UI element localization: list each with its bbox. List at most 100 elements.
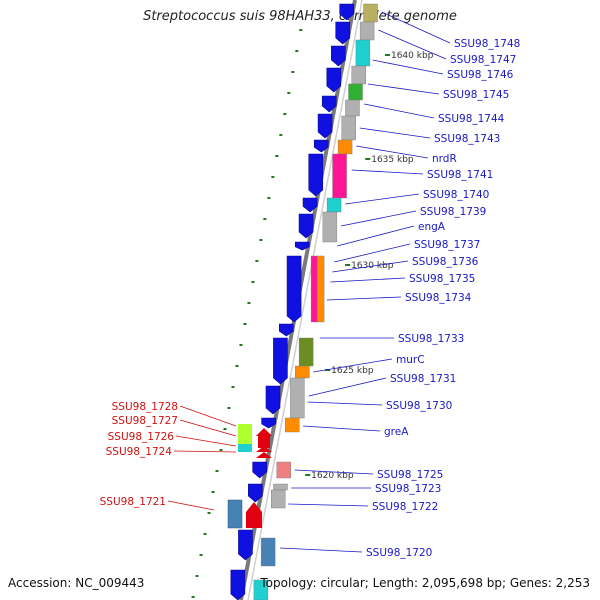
gene-label-forward: SSU98_1731	[390, 373, 456, 385]
forward-gene-arrow	[238, 529, 253, 561]
forward-gene-arrow	[298, 213, 314, 239]
cog-color-block	[290, 377, 305, 419]
forward-gene-arrow	[308, 153, 324, 197]
gene-label-forward: nrdR	[432, 153, 457, 165]
leader-line	[364, 103, 435, 119]
gene-label-forward: murC	[396, 354, 425, 366]
leader-line	[381, 11, 451, 44]
gene-label-forward: engA	[418, 221, 446, 233]
forward-gene-arrow	[261, 417, 276, 429]
leader-line	[303, 425, 381, 432]
cog-color-block	[260, 537, 276, 567]
leader-line	[340, 210, 417, 227]
leader-line	[313, 358, 393, 373]
forward-gene-arrow	[313, 139, 329, 153]
cog-color-block	[238, 424, 252, 444]
gene-label-reverse: SSU98_1726	[108, 431, 175, 443]
gene-label-forward: SSU98_1745	[443, 89, 509, 101]
forward-gene-arrow	[326, 67, 342, 93]
leader-line	[173, 450, 237, 453]
gene-label-forward: SSU98_1725	[377, 469, 443, 481]
gene-label-reverse: SSU98_1724	[106, 446, 173, 458]
forward-gene-arrow	[252, 461, 268, 479]
cog-color-block	[322, 211, 338, 243]
cog-color-block	[355, 39, 371, 67]
gene-label-forward: SSU98_1723	[375, 483, 441, 495]
reverse-gene-arrow	[246, 502, 262, 528]
cog-color-block	[270, 489, 286, 509]
cog-color-block	[298, 337, 314, 367]
kbp-label: 1625 kbp	[331, 366, 374, 376]
cog-color-block	[341, 115, 356, 141]
gene-label-forward: SSU98_1747	[450, 54, 516, 66]
gene-label-forward: SSU98_1734	[405, 292, 472, 304]
cog-color-block	[285, 417, 300, 433]
forward-gene-arrow	[302, 197, 318, 213]
gene-label-forward: SSU98_1737	[414, 239, 480, 251]
leader-line	[372, 59, 444, 75]
genome-backbone-edge	[247, 0, 363, 600]
cog-color-block	[273, 483, 288, 491]
leader-line	[345, 193, 420, 205]
forward-gene-arrow	[339, 3, 355, 21]
gene-label-reverse: SSU98_1721	[100, 496, 166, 508]
cog-color-block	[345, 99, 360, 117]
cog-color-block	[337, 139, 353, 155]
kbp-label: 1640 kbp	[391, 51, 434, 61]
gene-label-forward: SSU98_1743	[434, 133, 500, 145]
gene-label-forward: greA	[384, 426, 409, 438]
forward-gene-arrow	[317, 113, 333, 139]
gene-label-forward: SSU98_1733	[398, 333, 464, 345]
forward-gene-arrow	[331, 45, 346, 67]
leader-line	[330, 277, 406, 283]
forward-gene-arrow	[321, 95, 337, 113]
kbp-label: 1620 kbp	[311, 471, 354, 481]
forward-gene-arrow	[294, 241, 310, 251]
gene-label-forward: SSU98_1744	[438, 113, 505, 125]
leader-line	[167, 500, 215, 511]
leader-line	[356, 145, 429, 159]
leader-line	[175, 435, 237, 447]
reverse-gene-arrow	[256, 452, 272, 458]
leader-line	[279, 547, 363, 553]
cog-color-block	[363, 3, 378, 23]
leader-line	[307, 401, 383, 406]
cog-color-block	[316, 255, 325, 323]
forward-gene-arrow	[273, 337, 288, 385]
cog-color-block	[227, 499, 243, 529]
gene-label-forward: SSU98_1741	[427, 169, 493, 181]
gene-label-forward: SSU98_1748	[454, 38, 520, 50]
gene-label-forward: SSU98_1736	[412, 256, 479, 268]
gene-label-reverse: SSU98_1728	[112, 401, 178, 413]
accession-label: Accession: NC_009443	[8, 576, 145, 590]
gene-label-forward: SSU98_1735	[409, 273, 475, 285]
gene-label-forward: SSU98_1720	[366, 547, 432, 559]
map-title: Streptococcus suis 98HAH33, complete gen…	[143, 9, 457, 24]
gene-label-reverse: SSU98_1727	[112, 415, 178, 427]
gene-label-forward: SSU98_1740	[423, 189, 489, 201]
leader-line	[308, 377, 387, 397]
gene-label-forward: SSU98_1739	[420, 206, 486, 218]
cog-color-block	[238, 444, 252, 452]
cog-color-block	[253, 579, 269, 600]
leader-line	[359, 127, 431, 139]
leader-line	[326, 296, 402, 301]
topology-label: Topology: circular; Length: 2,095,698 bp…	[260, 576, 590, 590]
leader-line	[332, 260, 409, 273]
gene-label-forward: SSU98_1746	[447, 69, 514, 81]
cog-color-block	[351, 65, 366, 85]
kbp-label: 1635 kbp	[371, 155, 414, 165]
cog-color-block	[326, 197, 342, 213]
forward-gene-arrow	[230, 569, 246, 600]
leader-line	[288, 503, 369, 507]
leader-line	[378, 29, 447, 60]
reverse-gene-arrow	[256, 428, 272, 448]
forward-gene-arrow	[335, 21, 351, 45]
leader-line	[179, 405, 237, 427]
gene-label-forward: SSU98_1730	[386, 400, 452, 412]
leader-line	[367, 83, 440, 95]
leader-line	[337, 225, 415, 247]
cog-color-block	[295, 365, 310, 379]
